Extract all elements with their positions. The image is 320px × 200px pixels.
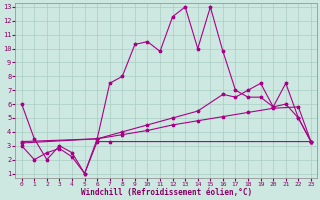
X-axis label: Windchill (Refroidissement éolien,°C): Windchill (Refroidissement éolien,°C) bbox=[81, 188, 252, 197]
